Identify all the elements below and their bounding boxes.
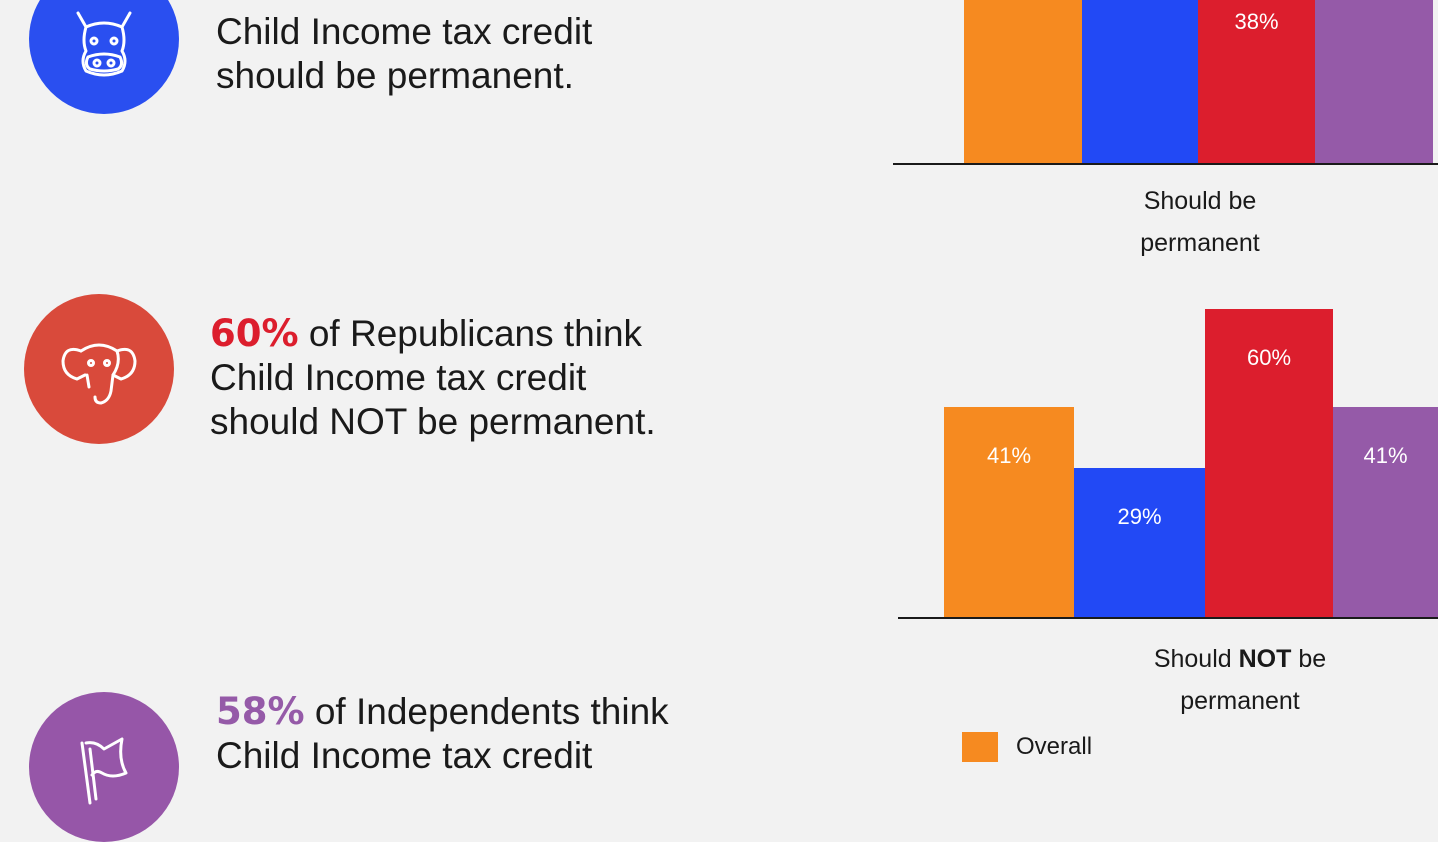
republican-statement: 60% of Republicans think Child Income ta… <box>210 312 656 444</box>
baseline-permanent <box>893 163 1438 165</box>
republican-icon-circle <box>24 294 174 444</box>
category-label-permanent: Should be permanent <box>1080 180 1320 264</box>
independent-statement-line1: 58% of Independents think <box>216 690 669 734</box>
republican-statement-line3: should NOT be permanent. <box>210 401 656 442</box>
bar-overall-not-permanent: 41% <box>944 407 1074 617</box>
bar-republicans-permanent: 38% <box>1198 0 1315 164</box>
bar-label-independents-not-permanent: 41% <box>1363 443 1408 468</box>
bar-republicans-not-permanent: 60% <box>1205 309 1333 617</box>
democrat-statement-line2: Child Income tax credit <box>216 11 593 52</box>
bar-label-republicans-not-permanent: 60% <box>1246 345 1292 370</box>
elephant-icon <box>61 343 137 405</box>
republican-percent: 60% <box>210 312 299 355</box>
category-label-not-permanent-bold: NOT <box>1238 645 1292 673</box>
category-label-not-permanent: Should NOT be permanent <box>1090 638 1390 722</box>
democrat-icon-circle <box>29 0 179 114</box>
bar-independents-not-permanent: 41% <box>1333 407 1438 617</box>
independent-icon-circle <box>29 692 179 842</box>
bar-label-democrats-not-permanent: 29% <box>1117 504 1162 529</box>
donkey-icon <box>76 11 132 77</box>
legend-label-overall: Overall <box>1016 733 1093 760</box>
republican-statement-line1: 60% of Republicans think <box>210 312 656 356</box>
independent-percent: 58% <box>216 690 305 733</box>
category-label-not-permanent-line2: permanent <box>1180 687 1300 715</box>
independent-statement: 58% of Independents think Child Income t… <box>216 690 669 778</box>
flag-icon <box>80 737 128 805</box>
democrat-statement: Child Income tax credit should be perman… <box>216 10 592 98</box>
baseline-not-permanent <box>898 617 1438 619</box>
bar-overall-permanent <box>964 0 1082 164</box>
democrat-statement-line3: should be permanent. <box>216 55 574 96</box>
bar-independents-permanent <box>1315 0 1433 164</box>
republican-statement-line2: Child Income tax credit <box>210 357 587 398</box>
republican-statement-line1-rest: of Republicans think <box>298 313 643 354</box>
category-label-permanent-line2: permanent <box>1140 229 1260 257</box>
bar-democrats-not-permanent: 29% <box>1074 468 1205 617</box>
bar-label-overall-not-permanent: 41% <box>986 443 1032 468</box>
category-label-permanent-line1: Should be <box>1143 187 1257 215</box>
category-label-not-permanent-line1: Should NOT be <box>1090 638 1390 680</box>
independent-statement-line2: Child Income tax credit <box>216 735 593 776</box>
category-label-not-permanent-post: be <box>1291 645 1327 673</box>
legend-item-overall: Overall <box>962 732 1092 762</box>
bar-label-republicans-permanent: 38% <box>1234 9 1279 34</box>
category-label-not-permanent-pre: Should <box>1153 645 1239 673</box>
legend-swatch-overall <box>962 732 998 762</box>
independent-statement-line1-rest: of Independents think <box>304 691 669 732</box>
bar-democrats-permanent <box>1082 0 1198 164</box>
